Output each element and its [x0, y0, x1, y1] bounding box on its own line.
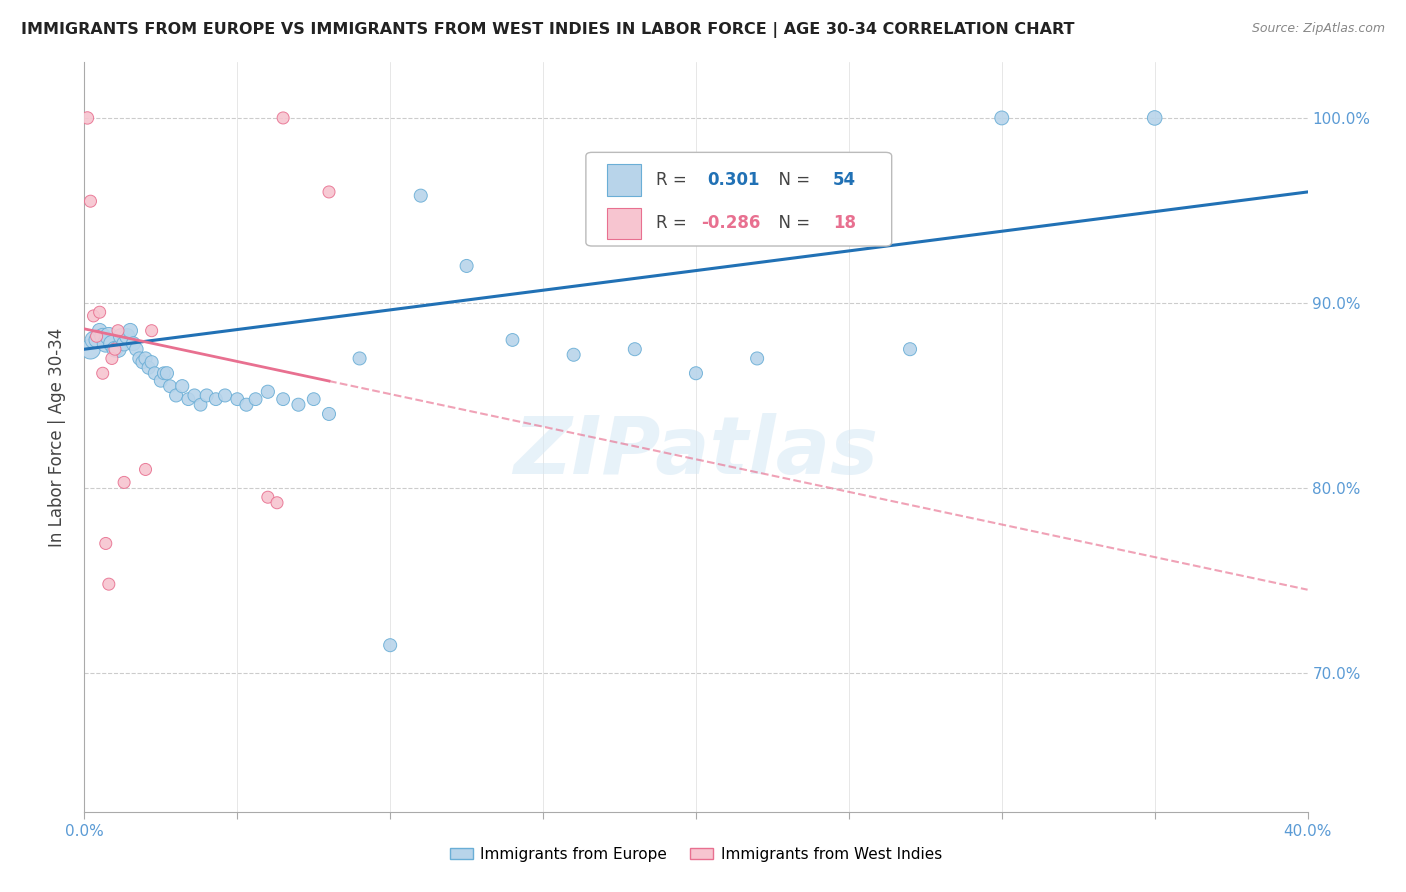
Point: [107, 324, 129, 338]
Point: [143, 366, 166, 380]
Point: [101, 336, 124, 351]
Point: [349, 351, 371, 366]
Point: [318, 185, 340, 199]
Point: [79, 342, 101, 356]
Point: [624, 342, 647, 356]
Point: [287, 398, 309, 412]
FancyBboxPatch shape: [586, 153, 891, 246]
Point: [685, 366, 707, 380]
Point: [156, 366, 179, 380]
Text: 0.301: 0.301: [707, 171, 759, 189]
Point: [318, 407, 340, 421]
Point: [502, 333, 524, 347]
Point: [76, 111, 98, 125]
Point: [120, 324, 142, 338]
Text: N =: N =: [768, 214, 815, 232]
Point: [991, 111, 1014, 125]
Point: [79, 194, 101, 209]
Legend: Immigrants from Europe, Immigrants from West Indies: Immigrants from Europe, Immigrants from …: [444, 840, 948, 868]
Point: [562, 348, 585, 362]
Point: [83, 309, 105, 323]
Point: [245, 392, 267, 406]
Point: [409, 188, 432, 202]
Text: Source: ZipAtlas.com: Source: ZipAtlas.com: [1251, 22, 1385, 36]
Point: [226, 392, 249, 406]
Point: [135, 351, 157, 366]
Point: [138, 360, 160, 375]
Point: [141, 355, 163, 369]
Point: [1143, 111, 1166, 125]
Text: 54: 54: [832, 171, 856, 189]
Point: [183, 388, 205, 402]
Text: 18: 18: [832, 214, 856, 232]
Text: R =: R =: [655, 214, 692, 232]
Point: [122, 336, 145, 351]
Text: R =: R =: [655, 171, 697, 189]
Point: [141, 324, 163, 338]
Point: [91, 329, 114, 343]
Point: [125, 342, 148, 356]
Point: [128, 351, 150, 366]
Point: [456, 259, 478, 273]
Point: [266, 496, 288, 510]
Point: [89, 305, 111, 319]
Point: [257, 490, 280, 504]
Point: [97, 577, 120, 591]
Point: [115, 329, 138, 343]
Point: [86, 329, 108, 343]
Point: [159, 379, 181, 393]
Point: [302, 392, 325, 406]
Point: [131, 355, 153, 369]
Point: [190, 398, 212, 412]
Point: [257, 384, 280, 399]
Point: [112, 336, 135, 351]
Point: [214, 388, 236, 402]
Point: [747, 351, 769, 366]
Point: [177, 392, 200, 406]
Point: [205, 392, 228, 406]
Point: [86, 333, 108, 347]
Text: -0.286: -0.286: [700, 214, 761, 232]
Point: [101, 351, 124, 366]
Point: [83, 333, 105, 347]
Point: [97, 329, 120, 343]
Text: N =: N =: [768, 171, 815, 189]
FancyBboxPatch shape: [606, 208, 641, 239]
Point: [110, 329, 132, 343]
Text: IMMIGRANTS FROM EUROPE VS IMMIGRANTS FROM WEST INDIES IN LABOR FORCE | AGE 30-34: IMMIGRANTS FROM EUROPE VS IMMIGRANTS FRO…: [21, 22, 1074, 38]
Point: [153, 366, 176, 380]
Point: [172, 379, 194, 393]
Point: [89, 324, 111, 338]
Text: ZIPatlas: ZIPatlas: [513, 413, 879, 491]
Point: [112, 475, 135, 490]
Point: [271, 392, 294, 406]
Point: [135, 462, 157, 476]
Point: [380, 638, 402, 652]
Point: [91, 366, 114, 380]
Point: [104, 342, 127, 356]
Point: [149, 374, 172, 388]
Y-axis label: In Labor Force | Age 30-34: In Labor Force | Age 30-34: [48, 327, 66, 547]
FancyBboxPatch shape: [606, 164, 641, 196]
Point: [898, 342, 921, 356]
Point: [165, 388, 187, 402]
Point: [195, 388, 218, 402]
Point: [107, 342, 129, 356]
Point: [235, 398, 257, 412]
Point: [271, 111, 294, 125]
Point: [94, 336, 117, 351]
Point: [94, 536, 117, 550]
Point: [104, 342, 127, 356]
